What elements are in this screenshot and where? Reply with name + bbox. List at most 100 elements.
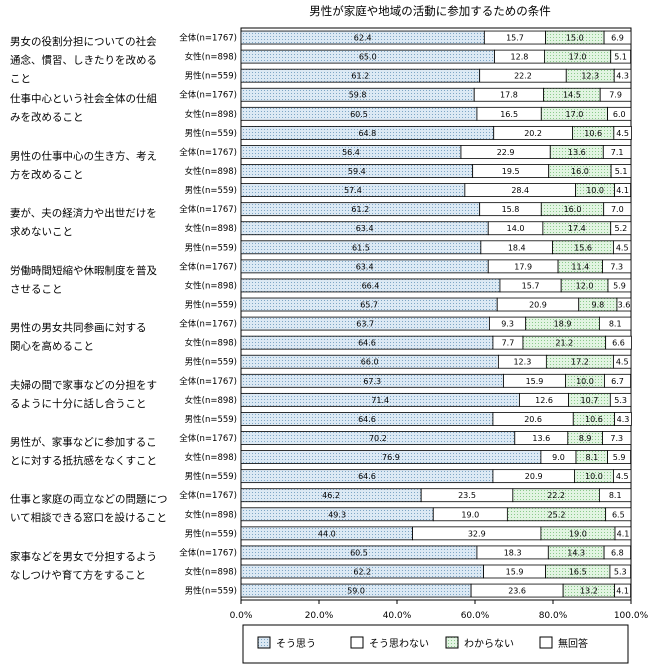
bar-segment-4 xyxy=(614,412,632,426)
row-label: 全体(n=1767) xyxy=(179,261,237,272)
data-label: 57.4 xyxy=(344,186,362,195)
data-label: 5.1 xyxy=(614,53,627,62)
data-label: 15.9 xyxy=(506,567,524,576)
data-label: 32.9 xyxy=(468,529,486,538)
data-label: 20.9 xyxy=(525,472,543,481)
data-label: 4.3 xyxy=(617,415,630,424)
data-label: 66.0 xyxy=(361,358,379,367)
data-label: 5.1 xyxy=(615,167,628,176)
data-label: 9.8 xyxy=(591,301,604,310)
bar-segment-4 xyxy=(602,145,632,159)
data-label: 16.0 xyxy=(571,167,589,176)
data-label: 10.0 xyxy=(585,472,603,481)
data-label: 63.4 xyxy=(356,224,374,233)
data-label: 4.5 xyxy=(616,243,629,252)
data-label: 64.6 xyxy=(358,339,376,348)
data-label: 22.2 xyxy=(514,72,532,81)
data-label: 7.1 xyxy=(611,148,624,157)
data-label: 61.2 xyxy=(351,205,369,214)
group-label: 仕事と家庭の両立などの問題につ xyxy=(10,493,168,506)
data-label: 4.5 xyxy=(616,129,629,138)
data-label: 14.0 xyxy=(507,224,525,233)
row-label: 女性(n=898) xyxy=(185,109,237,120)
data-label: 61.2 xyxy=(351,72,369,81)
group-label: 男性の男女共同参画に対する xyxy=(10,321,147,334)
legend-label: わからない xyxy=(464,638,514,650)
legend-swatch xyxy=(539,636,553,649)
group-label: 仕事中心という社会全体の仕組 xyxy=(10,92,157,105)
bar-segment-4 xyxy=(613,125,632,140)
data-label: 64.6 xyxy=(358,415,376,424)
bar-segment-4 xyxy=(599,488,632,503)
data-label: 62.4 xyxy=(354,34,372,43)
data-label: 59.8 xyxy=(349,91,367,100)
data-label: 64.8 xyxy=(358,129,376,138)
row-label: 男性(n=559) xyxy=(185,528,237,539)
x-tick-label: 20.0% xyxy=(305,611,334,621)
bar-segment-4 xyxy=(599,316,632,331)
group-label: いて相談できる窓口を設けること xyxy=(10,511,167,524)
data-label: 10.6 xyxy=(584,129,602,138)
chart-title: 男性が家庭や地域の活動に参加するための条件 xyxy=(309,4,551,18)
row-label: 男性(n=559) xyxy=(185,471,237,482)
data-label: 7.0 xyxy=(611,205,624,214)
data-label: 6.8 xyxy=(611,548,624,557)
data-label: 5.3 xyxy=(614,396,627,405)
row-label: 全体(n=1767) xyxy=(179,33,237,44)
bar-segment-4 xyxy=(603,545,632,560)
legend-swatch xyxy=(257,636,271,649)
bar-segment-4 xyxy=(613,354,632,369)
data-label: 7.9 xyxy=(609,91,622,100)
row-label: 女性(n=898) xyxy=(185,395,237,406)
bar-segment-4 xyxy=(607,106,632,121)
data-label: 19.0 xyxy=(461,510,479,519)
data-label: 12.0 xyxy=(576,281,594,290)
data-label: 10.6 xyxy=(585,415,603,424)
bar-segment-4 xyxy=(605,335,632,350)
row-label: 男性(n=559) xyxy=(185,242,237,253)
data-label: 8.9 xyxy=(579,434,592,443)
plot-frame xyxy=(240,27,632,601)
data-label: 20.6 xyxy=(524,415,542,424)
data-label: 20.9 xyxy=(529,301,547,310)
data-label: 4.1 xyxy=(616,186,629,195)
bar-segment-4 xyxy=(613,240,632,255)
bar-segment-4 xyxy=(609,564,632,579)
row-label: 女性(n=898) xyxy=(185,338,237,349)
data-label: 64.6 xyxy=(358,472,376,481)
data-label: 22.2 xyxy=(547,491,565,500)
row-label: 男性(n=559) xyxy=(185,185,237,196)
data-label: 46.2 xyxy=(322,491,340,500)
row-label: 男性(n=559) xyxy=(185,71,237,82)
data-label: 15.9 xyxy=(526,377,544,386)
data-label: 16.5 xyxy=(500,110,518,119)
data-label: 44.0 xyxy=(318,529,336,538)
bar-segment-4 xyxy=(607,278,632,293)
row-label: 全体(n=1767) xyxy=(179,376,237,387)
group-label: させること xyxy=(10,283,63,295)
group-label: 求めないこと xyxy=(10,226,73,238)
data-label: 6.5 xyxy=(612,510,625,519)
data-label: 60.5 xyxy=(350,548,368,557)
data-label: 25.2 xyxy=(548,510,566,519)
data-label: 15.6 xyxy=(574,243,592,252)
data-label: 14.3 xyxy=(567,548,585,557)
bar-segment-4 xyxy=(614,526,632,541)
row-label: 全体(n=1767) xyxy=(179,319,237,330)
bar-segment-4 xyxy=(607,450,632,464)
row-label: 男性(n=559) xyxy=(185,414,237,425)
row-label: 全体(n=1767) xyxy=(179,90,237,101)
legend-swatch xyxy=(445,636,459,649)
row-label: 女性(n=898) xyxy=(185,52,237,63)
bar-segment-4 xyxy=(610,221,632,236)
x-tick-label: 80.0% xyxy=(539,611,568,621)
data-label: 70.2 xyxy=(369,434,387,443)
bar-segment-4 xyxy=(614,583,632,598)
group-label: 労働時間短縮や休暇制度を普及 xyxy=(10,264,157,277)
bar-segment-4 xyxy=(613,68,632,83)
data-label: 61.5 xyxy=(352,243,370,252)
data-label: 17.8 xyxy=(500,91,518,100)
bar-segment-4 xyxy=(602,431,632,445)
data-label: 4.1 xyxy=(617,529,630,538)
data-label: 4.5 xyxy=(616,358,629,367)
